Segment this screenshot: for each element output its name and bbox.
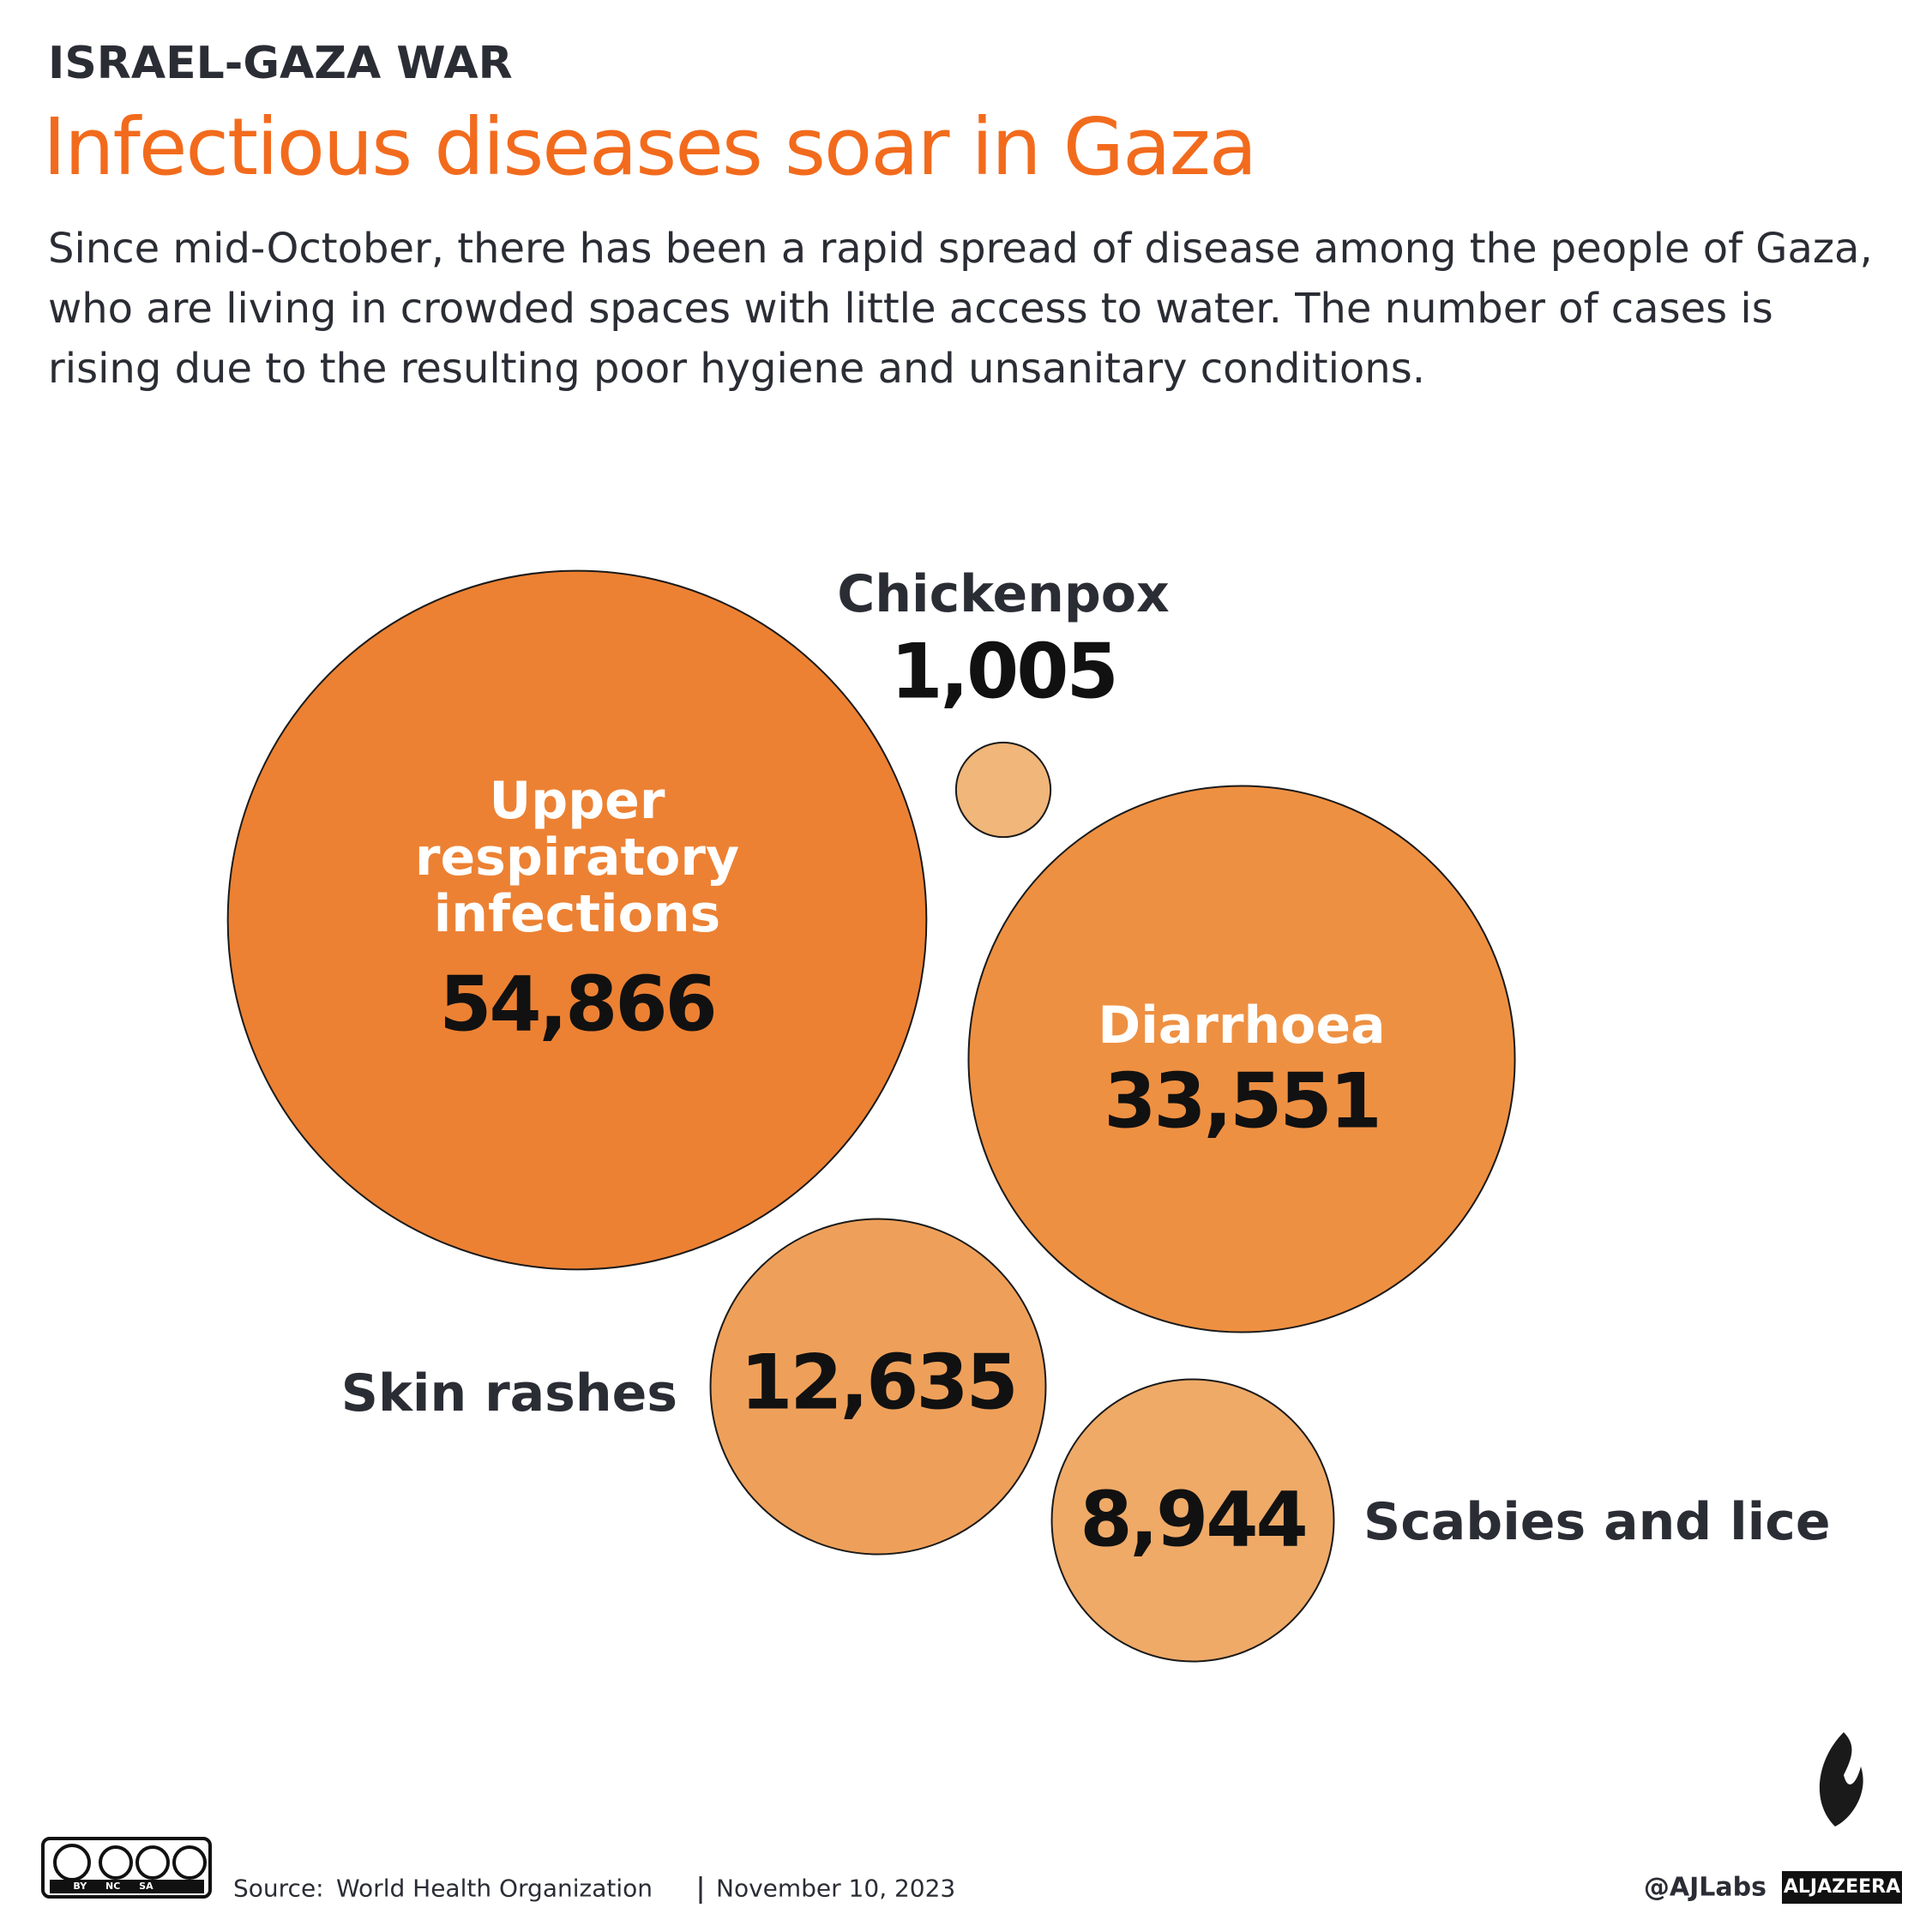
brand-box	[1782, 1871, 1902, 1904]
value-label: 8,944	[1080, 1475, 1308, 1564]
license-nc: NC	[105, 1880, 121, 1892]
license-icon	[135, 1845, 170, 1880]
license-icon	[53, 1844, 91, 1881]
license-band	[50, 1880, 204, 1893]
source-label: Source:	[233, 1874, 324, 1903]
bubble	[1050, 1378, 1335, 1663]
credit: @AJLabs	[1643, 1872, 1766, 1903]
license-by: BY	[73, 1880, 87, 1892]
brand-logo	[1819, 1732, 1863, 1827]
source: World Health Organization	[336, 1874, 653, 1903]
license-text: BY NC SA	[73, 1881, 153, 1892]
value-label: 54,866	[439, 960, 718, 1049]
bubble	[954, 741, 1052, 839]
category-label: Upper respiratory infections	[414, 771, 740, 944]
value-label: 33,551	[1104, 1056, 1382, 1146]
category-label: Chickenpox	[837, 564, 1170, 624]
bubble	[967, 785, 1516, 1333]
value-label: 12,635	[740, 1338, 1019, 1427]
date: November 10, 2023	[716, 1874, 956, 1903]
bubble	[709, 1218, 1047, 1556]
license-icon	[172, 1845, 207, 1880]
category-label: Skin rashes	[340, 1363, 677, 1423]
category-label: Diarrhoea	[1098, 996, 1386, 1056]
category-label: Scabies and lice	[1363, 1492, 1831, 1552]
value-label: 1,005	[890, 627, 1118, 716]
bubble	[226, 569, 928, 1271]
license-sa: SA	[139, 1880, 153, 1892]
chart-subtitle: Since mid-October, there has been a rapi…	[48, 225, 1873, 393]
license-icon	[99, 1845, 133, 1880]
chart-title: Infectious diseases soar in Gaza	[43, 101, 1257, 193]
kicker: ISRAEL-GAZA WAR	[48, 38, 513, 89]
brand: ALJAZEERA	[1783, 1875, 1901, 1898]
